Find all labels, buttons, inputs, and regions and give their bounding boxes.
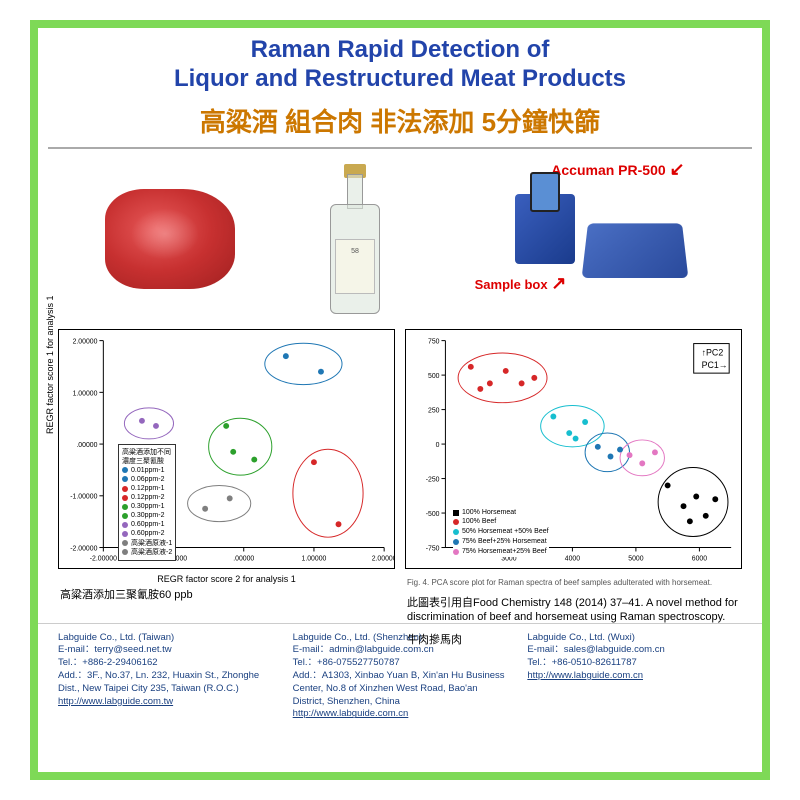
chart-right: 3000400050006000-750-500-2500250500750↑P… (405, 329, 742, 619)
svg-text:250: 250 (428, 407, 440, 414)
svg-text:2.00000: 2.00000 (372, 555, 395, 562)
chart2-citation: 此圖表引用自Food Chemistry 148 (2014) 37–41. A… (405, 592, 742, 629)
svg-text:↑PC2: ↑PC2 (702, 347, 724, 357)
svg-text:.00000: .00000 (233, 555, 254, 562)
meat-image (105, 189, 235, 289)
liquor-bottle-image: 58 (330, 164, 380, 314)
svg-text:6000: 6000 (692, 555, 707, 562)
title-english: Raman Rapid Detection ofLiquor and Restr… (38, 28, 762, 98)
sample-box-label: Sample box ↗ (475, 273, 567, 294)
chart2-legend: 100% Horsemeat100% Beef50% Horsemeat +50… (453, 508, 549, 557)
svg-text:-2.00000: -2.00000 (90, 555, 117, 562)
chart1-xlabel: REGR factor score 2 for analysis 1 (58, 574, 395, 584)
svg-text:5000: 5000 (628, 555, 643, 562)
svg-text:1.00000: 1.00000 (302, 555, 327, 562)
website-link[interactable]: http://www.labguide.com.cn (293, 708, 409, 719)
chart-left: REGR factor score 1 for analysis 1 -2.00… (58, 329, 395, 619)
charts-row: REGR factor score 1 for analysis 1 -2.00… (38, 329, 762, 619)
poster: Raman Rapid Detection ofLiquor and Restr… (30, 20, 770, 780)
svg-text:PC1→: PC1→ (702, 360, 728, 370)
chart2-fig-caption: Fig. 4. PCA score plot for Raman spectra… (405, 574, 742, 592)
website-link[interactable]: http://www.labguide.com.tw (58, 696, 173, 707)
svg-text:.00000: .00000 (76, 442, 97, 449)
device-name-label: Accuman PR-500 ↙ (551, 159, 684, 180)
svg-text:0: 0 (436, 442, 440, 449)
chart2-caption: 牛肉摻馬肉 (405, 629, 742, 651)
photo-row: 58 Accuman PR-500 ↙ Sample box ↗ (38, 149, 762, 329)
device-image: Accuman PR-500 ↙ Sample box ↗ (475, 164, 695, 314)
svg-text:-500: -500 (426, 511, 440, 518)
svg-text:2.00000: 2.00000 (73, 338, 98, 345)
svg-text:1.00000: 1.00000 (73, 390, 98, 397)
svg-text:-250: -250 (426, 476, 440, 483)
svg-text:-1.00000: -1.00000 (70, 493, 97, 500)
footer-column: Labguide Co., Ltd. (Taiwan)E-mail：terry@… (58, 632, 273, 722)
chart1-legend: 高粱酒添加不同 濃度三聚氰酸0.01ppm-10.06ppm-20.12ppm-… (118, 444, 176, 561)
chart1-ylabel: REGR factor score 1 for analysis 1 (45, 295, 55, 434)
svg-text:500: 500 (428, 373, 440, 380)
svg-text:-750: -750 (426, 545, 440, 552)
title-chinese: 高粱酒 組合肉 非法添加 5分鐘快篩 (48, 98, 752, 149)
chart1-caption: 高粱酒添加三聚氰胺60 ppb (58, 584, 395, 606)
svg-text:-2.00000: -2.00000 (70, 545, 97, 552)
svg-text:750: 750 (428, 338, 440, 345)
svg-text:4000: 4000 (565, 555, 580, 562)
website-link[interactable]: http://www.labguide.com.cn (527, 670, 643, 681)
